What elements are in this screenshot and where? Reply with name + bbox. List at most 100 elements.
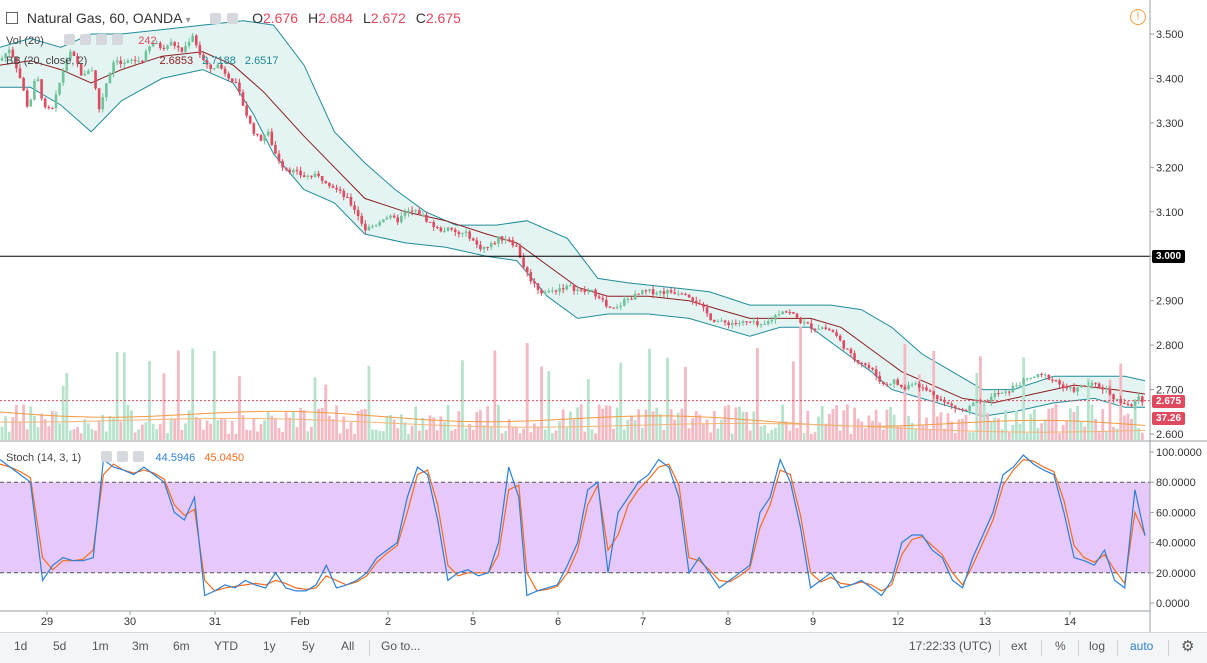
candle-body [274, 144, 277, 154]
volume-bar [993, 417, 997, 440]
goto-button[interactable]: Go to... [381, 639, 421, 653]
settings-icon[interactable] [210, 13, 222, 24]
volume-bar [997, 418, 1000, 440]
stoch-label[interactable]: Stoch (14, 3, 1) [6, 452, 82, 464]
volume-bar [979, 356, 982, 440]
time-tick-label: 31 [209, 616, 221, 628]
volume-bar [809, 433, 813, 440]
candle-body [51, 107, 54, 109]
range-all-button[interactable]: All [341, 639, 355, 653]
close-value: 2.675 [425, 10, 461, 26]
candle-body [328, 183, 331, 186]
volume-label[interactable]: Vol (20) [6, 35, 44, 47]
candle-body [536, 283, 540, 290]
candle-body [997, 392, 1000, 394]
volume-bar [389, 415, 392, 440]
bb-label[interactable]: BB (20, close, 2) [6, 55, 88, 67]
volume-bar [522, 428, 526, 440]
price-tick-label: 2.900 [1156, 296, 1184, 308]
candle-body [500, 236, 504, 241]
volume-bar [507, 419, 511, 440]
log-button[interactable]: log [1089, 639, 1106, 653]
candle-body [741, 321, 745, 324]
symbol-title[interactable]: Natural Gas, 60, OANDA [26, 10, 182, 26]
volume-bar [547, 371, 551, 440]
volume-bar [385, 415, 389, 440]
candle-body [917, 383, 921, 388]
candle-body [194, 35, 198, 46]
candle-body [554, 290, 558, 292]
volume-bar [396, 428, 400, 440]
volume-bar [594, 433, 597, 440]
chart-canvas[interactable]: 3.500 3.400 3.300 3.200 3.100 3.000 2.900 2.800… [0, 0, 1207, 632]
auto-button[interactable]: auto [1130, 639, 1154, 653]
volume-bar [684, 366, 687, 440]
bb-legend: BB (20, close, 2) 2.6853 2.7188 2.6517 [6, 55, 279, 67]
candle-body [1090, 382, 1094, 386]
candle-body [36, 79, 40, 82]
delete-icon[interactable] [133, 451, 145, 462]
candle-body [702, 304, 705, 308]
collapse-icon[interactable] [6, 12, 18, 24]
range-6m-button[interactable]: 6m [173, 639, 190, 653]
volume-bar [54, 411, 58, 440]
candle-body [421, 214, 425, 216]
settings-icon[interactable] [80, 34, 92, 45]
open-value: 2.676 [263, 10, 299, 26]
ext-button[interactable]: ext [1011, 639, 1028, 653]
delete-icon[interactable] [96, 34, 108, 45]
range-ytd-button[interactable]: YTD [214, 639, 238, 653]
eye-icon[interactable] [64, 34, 76, 45]
volume-bar [471, 429, 475, 440]
candle-body [878, 375, 882, 382]
candle-body [968, 405, 971, 411]
volume-bar [554, 430, 558, 440]
candle-body [694, 300, 698, 304]
volume-bar [410, 426, 414, 440]
volume-bar [378, 430, 382, 440]
time-tick-label: 7 [640, 616, 646, 628]
candle-body [810, 323, 813, 329]
range-5y-button[interactable]: 5y [302, 639, 315, 653]
volume-ma-line [0, 417, 1146, 433]
eye-icon[interactable] [101, 451, 113, 462]
volume-bar [874, 409, 878, 440]
candle-body [619, 305, 623, 308]
candle-body [450, 227, 453, 230]
candle-body [378, 222, 382, 226]
volume-bar [403, 422, 407, 440]
candle-body [47, 107, 51, 109]
range-3m-button[interactable]: 3m [132, 639, 149, 653]
candle-body [371, 226, 374, 228]
candle-body [176, 45, 180, 48]
volume-bar [579, 404, 583, 440]
percent-button[interactable]: % [1055, 639, 1066, 653]
range-1d-button[interactable]: 1d [14, 639, 28, 653]
range-5d-button[interactable]: 5d [53, 639, 67, 653]
settings-icon[interactable] [117, 451, 129, 462]
volume-bar [1104, 431, 1108, 440]
gear-icon[interactable]: ⚙ [1181, 638, 1195, 655]
candle-body [831, 330, 835, 333]
volume-bar [687, 428, 691, 440]
candle-body [4, 53, 7, 59]
volume-bar [29, 406, 33, 440]
candle-body [641, 290, 644, 294]
candle-body [561, 288, 565, 290]
candle-body [774, 315, 777, 320]
more-icon[interactable] [112, 34, 124, 45]
alert-icon[interactable]: ! [1130, 9, 1146, 25]
candle-body [612, 307, 615, 309]
range-1y-button[interactable]: 1y [263, 639, 276, 653]
volume-bar [673, 419, 677, 440]
volume-bar [622, 429, 626, 440]
time-tick-label: Feb [291, 616, 310, 628]
candle-body [266, 131, 270, 136]
candle-body [1051, 379, 1054, 381]
dropdown-icon[interactable]: ▾ [185, 15, 191, 26]
bollinger-bands [0, 20, 1146, 417]
candle-body [1022, 378, 1025, 386]
candle-body [1079, 385, 1083, 388]
format-icon[interactable] [227, 13, 239, 24]
range-1m-button[interactable]: 1m [92, 639, 109, 653]
